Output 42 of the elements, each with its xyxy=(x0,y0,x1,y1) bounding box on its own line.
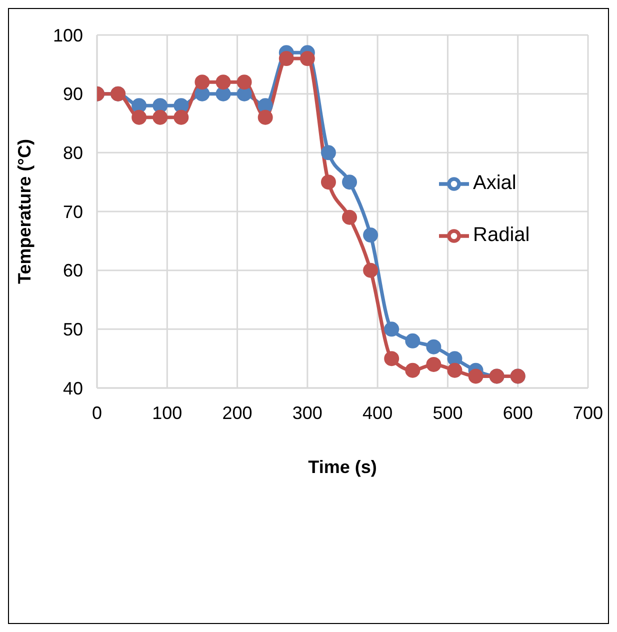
y-axis-title: Temperature (°C) xyxy=(14,139,34,284)
point xyxy=(174,110,189,125)
point xyxy=(258,110,273,125)
point xyxy=(236,74,252,90)
y-tick-label: 50 xyxy=(62,320,83,340)
x-tick-label: 100 xyxy=(152,402,182,423)
point xyxy=(405,333,420,348)
x-tick-label: 0 xyxy=(92,402,102,423)
y-tick-label: 100 xyxy=(52,25,83,46)
x-axis-title: Time (s) xyxy=(308,457,377,477)
legend-label: Radial xyxy=(473,224,530,246)
x-tick-label: 300 xyxy=(292,402,322,423)
x-tick-label: 600 xyxy=(502,402,533,423)
point xyxy=(320,145,336,160)
point xyxy=(300,51,315,66)
y-tick-label: 60 xyxy=(62,260,83,281)
point xyxy=(384,322,400,337)
x-tick-label: 500 xyxy=(432,402,463,423)
point xyxy=(426,339,442,354)
point xyxy=(363,262,378,278)
x-tick-label: 200 xyxy=(222,402,252,423)
point xyxy=(426,356,442,372)
point xyxy=(363,228,378,243)
point xyxy=(152,110,168,125)
point xyxy=(468,368,484,384)
point xyxy=(384,351,400,366)
x-tick-label: 700 xyxy=(572,402,604,423)
point xyxy=(342,210,358,225)
y-tick-label: 40 xyxy=(62,378,83,398)
point xyxy=(342,174,358,190)
y-tick-label: 90 xyxy=(62,84,83,104)
point xyxy=(194,74,210,90)
point xyxy=(132,110,147,125)
point xyxy=(278,51,294,66)
x-tick-label: 400 xyxy=(362,402,393,423)
y-tick-label: 70 xyxy=(62,202,83,222)
point xyxy=(320,174,336,190)
point xyxy=(216,74,231,90)
y-tick-label: 80 xyxy=(62,143,83,164)
point xyxy=(405,362,420,378)
point xyxy=(447,362,462,378)
legend-label: Axial xyxy=(473,172,516,194)
